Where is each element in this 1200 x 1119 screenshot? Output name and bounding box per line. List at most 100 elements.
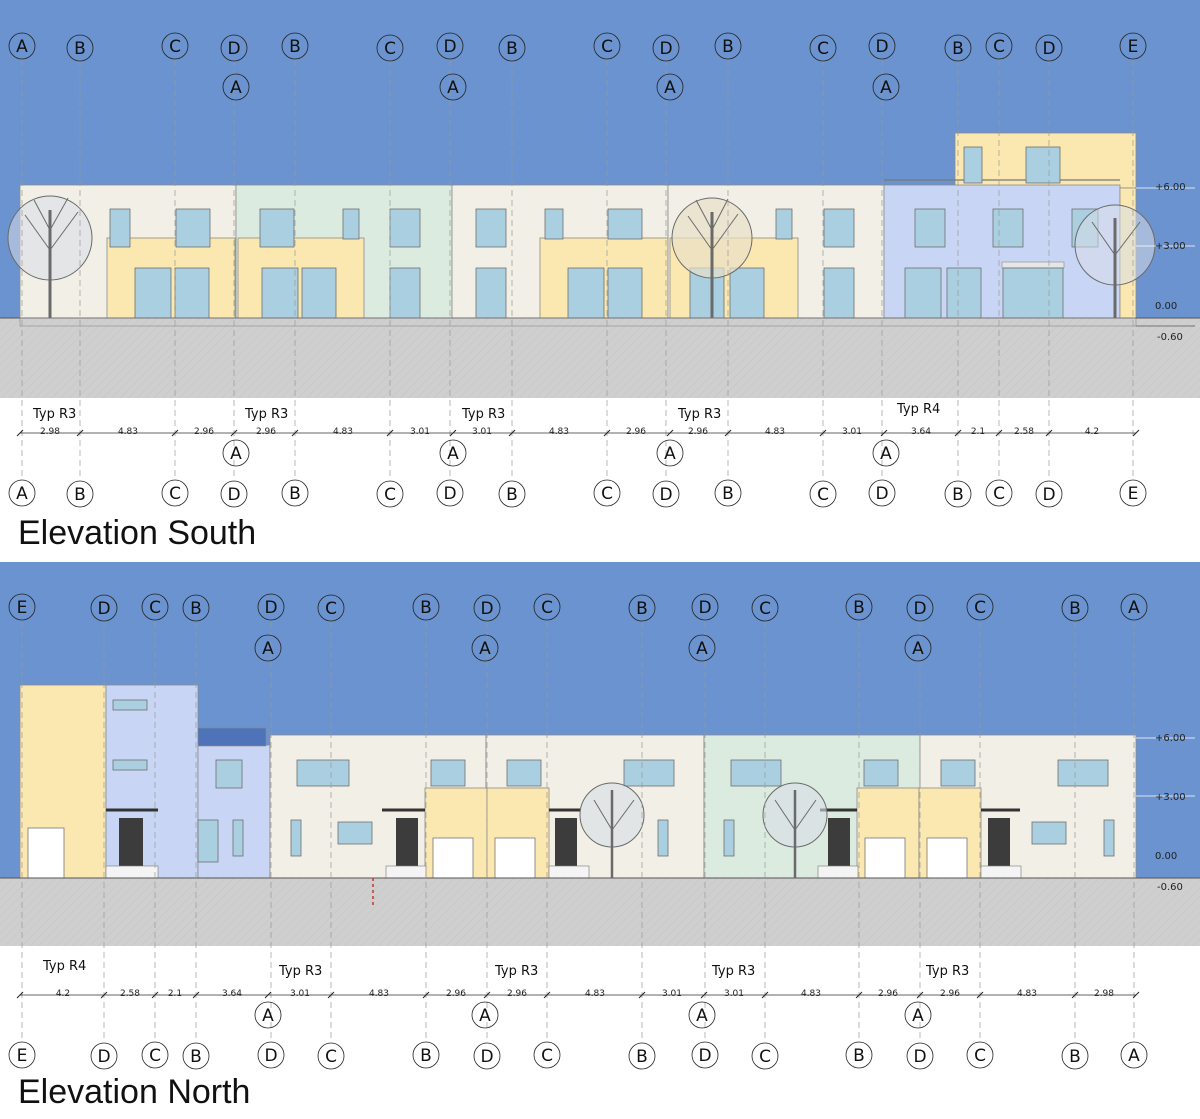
gridline-bubble (90, 594, 118, 622)
dimension-tick (954, 429, 962, 437)
gridline-bubble (652, 480, 680, 508)
gridline-bubble (1035, 480, 1063, 508)
gridline-label: D (264, 1046, 277, 1066)
gridline-bubble (628, 594, 656, 622)
gridline-bubble (220, 34, 248, 62)
gridline-label: B (289, 37, 301, 57)
gridline-label: D (480, 1047, 493, 1067)
gridline-label: B (636, 599, 648, 619)
gridline-label: D (1042, 39, 1055, 59)
gridline-label: A (447, 78, 459, 98)
gridline-label: E (1128, 484, 1139, 504)
tree-icon (7, 195, 93, 318)
dim-label: 3.01 (472, 427, 492, 437)
dimension-tick (483, 991, 491, 999)
gridline-bubble (691, 1041, 719, 1069)
gridline-label: B (506, 485, 518, 505)
dim-label: 4.83 (1017, 989, 1037, 999)
gridline-bubble (220, 480, 248, 508)
gridline-bubble (985, 32, 1013, 60)
gridline-bubble (944, 34, 972, 62)
gridline-label: A (479, 1006, 491, 1026)
gridline-label: A (696, 639, 708, 659)
gridline-label: D (875, 484, 888, 504)
dimension-line-north: 4.2 2.58 2.1 3.64 3.01 4.83 2.96 2.96 4.… (16, 989, 1140, 999)
gridline-bubble (688, 1001, 716, 1029)
gridline-label: A (16, 37, 28, 57)
gridline-bubble (1120, 593, 1148, 621)
gridline-bubble (966, 593, 994, 621)
gridlines (21, 60, 1134, 480)
gridline-label: C (325, 599, 337, 619)
gridline-label: C (169, 484, 181, 504)
gridline-bubble (161, 479, 189, 507)
gridline-bubble (533, 1041, 561, 1069)
dim-label: 2.58 (120, 989, 140, 999)
gridline-bubble (471, 1001, 499, 1029)
gridline-bubble (376, 480, 404, 508)
gridline-bubble (845, 593, 873, 621)
gridline-bubble (257, 1041, 285, 1069)
gridline-bubble (8, 479, 36, 507)
gridline-bubble (906, 1042, 934, 1070)
dimension-tick (724, 429, 732, 437)
gridline-bubble (436, 479, 464, 507)
dimension-tick (880, 429, 888, 437)
gridline-bubble (1035, 34, 1063, 62)
elevation-label: +6.00 (1155, 182, 1186, 193)
dimension-tick (995, 429, 1003, 437)
ground-section (0, 878, 1200, 946)
elevation-north: +6.00 +3.00 0.00 -0.60 4.2 2.58 2.1 3.64… (0, 562, 1200, 1111)
gridlines (21, 622, 1135, 1042)
gridline-label: C (759, 1047, 771, 1067)
gridline-bubble (868, 479, 896, 507)
gridline-bubble (161, 32, 189, 60)
gridline-label: C (601, 484, 613, 504)
dimension-tick (386, 429, 394, 437)
gridline-label: D (480, 599, 493, 619)
gridline-label: A (230, 78, 242, 98)
gridline-label: D (698, 598, 711, 618)
gridline-bubble (714, 32, 742, 60)
gridline-bubble (533, 593, 561, 621)
elevation-label: 0.00 (1155, 301, 1177, 312)
elevation-south: +6.00 +3.00 0.00 -0.60 2.98 4.83 2.96 2.… (0, 0, 1200, 552)
gridline-bubble (66, 34, 94, 62)
gridline-bubble (906, 594, 934, 622)
gridline-label: B (420, 598, 432, 618)
gridline-label: D (227, 39, 240, 59)
elevation-label: -0.60 (1157, 882, 1183, 893)
dim-label: 2.96 (194, 427, 214, 437)
gridline-label: B (190, 1047, 202, 1067)
ground-section (0, 318, 1200, 398)
gridline-bubble (281, 32, 309, 60)
dimension-tick (1132, 429, 1140, 437)
gridline-label: B (952, 485, 964, 505)
south-windows (109, 146, 1099, 319)
gridline-label: C (759, 599, 771, 619)
dim-label: 2.96 (626, 427, 646, 437)
gridline-bubble (439, 73, 467, 101)
dim-label: 2.96 (256, 427, 276, 437)
dimension-tick (1132, 991, 1140, 999)
gridline-bubble (904, 634, 932, 662)
dim-label: 3.01 (410, 427, 430, 437)
gridline-bubble (714, 479, 742, 507)
gridline-label: A (1128, 1046, 1140, 1066)
dim-label: 3.01 (662, 989, 682, 999)
gridline-label: C (601, 37, 613, 57)
gridline-label: D (698, 1046, 711, 1066)
gridline-bubble (182, 1042, 210, 1070)
dimension-tick (543, 991, 551, 999)
dim-label: 4.2 (1085, 427, 1099, 437)
dimension-tick (666, 429, 674, 437)
gridline-bubble (471, 634, 499, 662)
gridline-bubble (656, 439, 684, 467)
gridline-label: B (636, 1047, 648, 1067)
gridline-bubble (8, 593, 36, 621)
gridline-label: B (853, 598, 865, 618)
gridline-bubble (1119, 479, 1147, 507)
